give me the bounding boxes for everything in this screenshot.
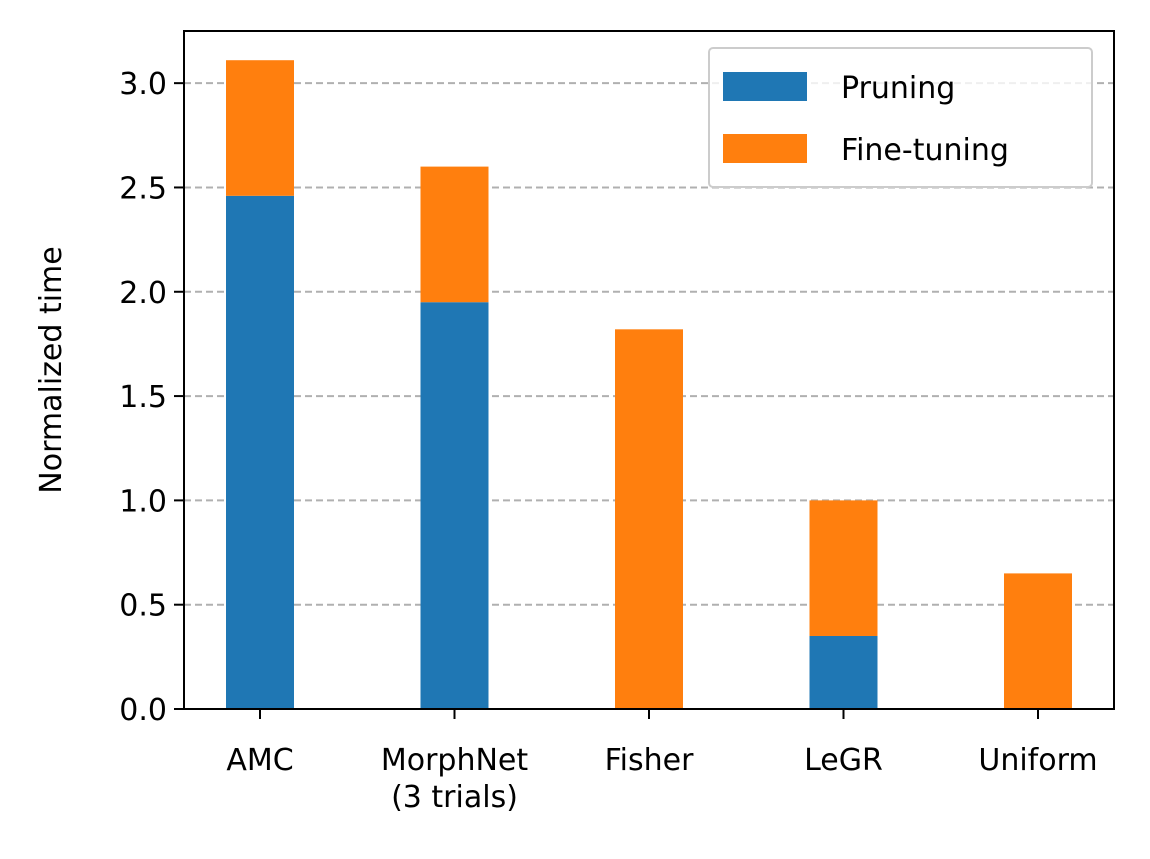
legend-label-fine-tuning: Fine-tuning bbox=[841, 133, 1009, 168]
y-tick-label: 3.0 bbox=[119, 67, 167, 102]
x-tick-label: (3 trials) bbox=[391, 780, 518, 815]
x-tick-label: AMC bbox=[226, 743, 293, 778]
x-tick-label: Fisher bbox=[605, 743, 695, 778]
bar-fine-tuning bbox=[1004, 573, 1072, 709]
y-axis: 0.0 0.5 1.0 1.5 2.0 2.5 3.0 bbox=[119, 67, 184, 728]
legend: Pruning Fine-tuning bbox=[708, 47, 1093, 188]
bar-fine-tuning bbox=[420, 166, 489, 303]
y-tick-label: 2.0 bbox=[119, 276, 167, 311]
y-tick-label: 2.5 bbox=[119, 171, 167, 206]
y-tick-label: 1.0 bbox=[119, 484, 167, 519]
x-tick-label: MorphNet bbox=[381, 743, 529, 778]
y-axis-label: Normalized time bbox=[34, 246, 69, 493]
x-tick-label: LeGR bbox=[804, 743, 883, 778]
legend-swatch-fine-tuning bbox=[723, 134, 807, 163]
legend-label-pruning: Pruning bbox=[841, 71, 955, 106]
bar-fine-tuning bbox=[809, 500, 878, 636]
y-tick-label: 0.0 bbox=[119, 693, 167, 728]
bar-fine-tuning bbox=[615, 329, 683, 709]
y-tick-label: 0.5 bbox=[119, 589, 167, 624]
y-tick-label: 1.5 bbox=[119, 380, 167, 415]
x-tick-label: Uniform bbox=[978, 743, 1097, 778]
x-axis: AMC MorphNet(3 trials) Fisher LeGR Uniform bbox=[226, 709, 1098, 815]
bar-pruning bbox=[420, 302, 489, 709]
legend-swatch-pruning bbox=[723, 72, 807, 101]
bar-pruning bbox=[809, 635, 878, 709]
bars bbox=[226, 60, 1072, 709]
bar-pruning bbox=[226, 195, 294, 709]
bar-fine-tuning bbox=[226, 60, 294, 196]
